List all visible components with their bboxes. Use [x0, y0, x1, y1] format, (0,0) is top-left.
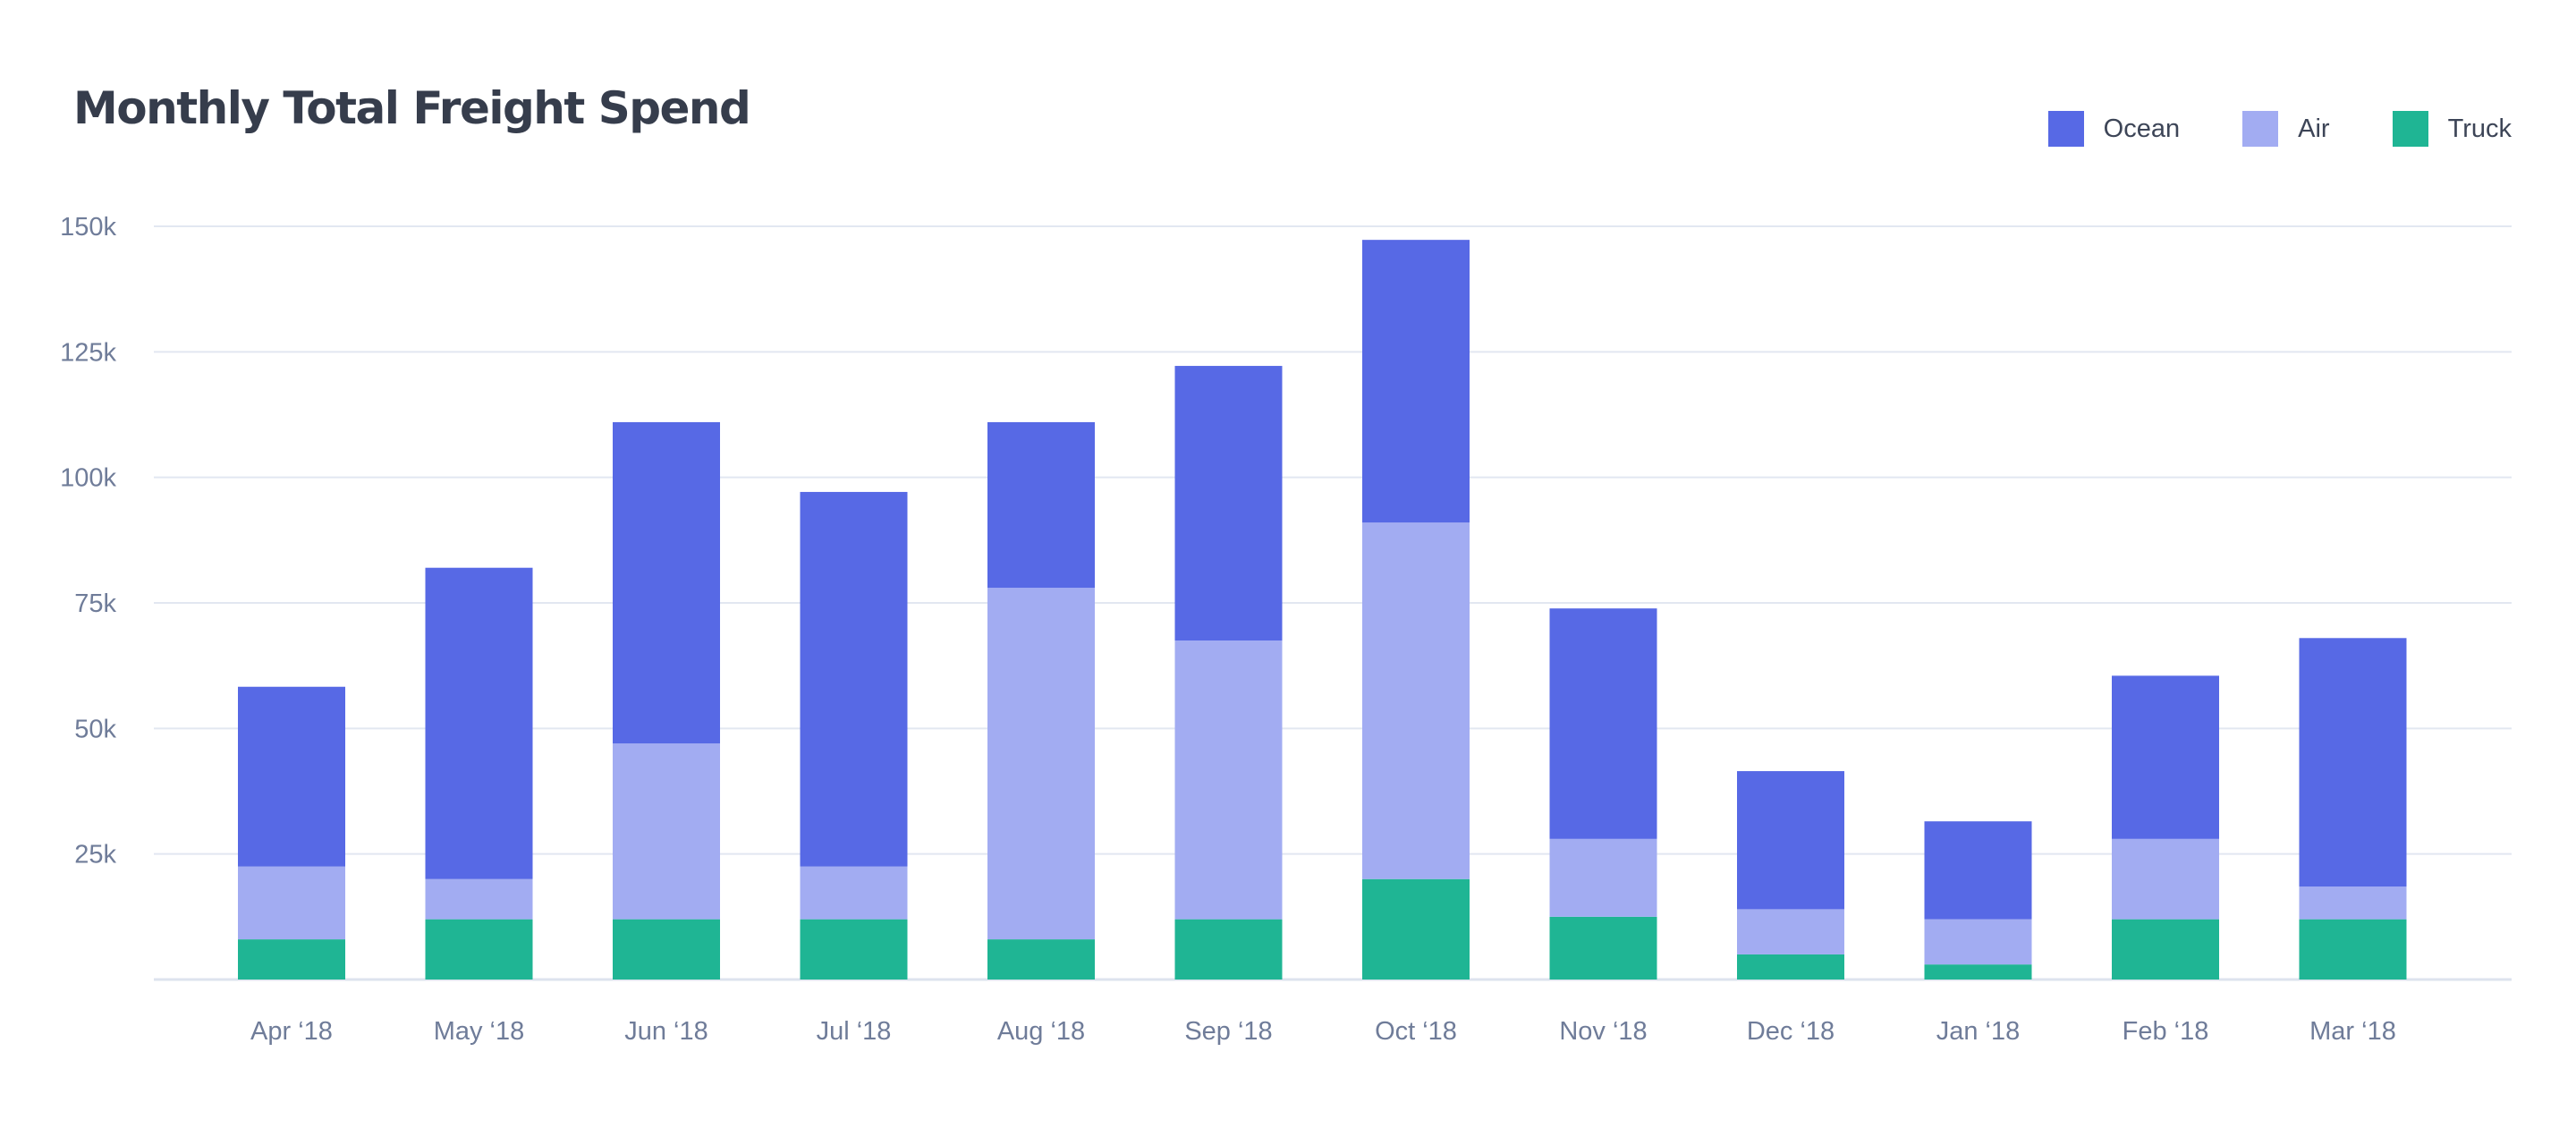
bar-truck-sep-18	[1174, 919, 1283, 980]
bar-layer	[238, 240, 2407, 980]
x-tick-label-apr-18: Apr ‘18	[250, 1017, 333, 1046]
bar-air-feb-18	[2112, 838, 2219, 920]
bar-air-nov-18	[1549, 838, 1657, 917]
bar-ocean-feb-18	[2112, 675, 2219, 839]
bar-ocean-jun-18	[613, 421, 720, 744]
bar-ocean-apr-18	[238, 686, 345, 867]
legend-swatch-truck	[2392, 111, 2428, 147]
y-tick-label-150k: 150k	[60, 213, 116, 242]
bar-air-aug-18	[987, 588, 1095, 940]
bar-ocean-dec-18	[1737, 771, 1844, 910]
bar-truck-feb-18	[2112, 919, 2219, 980]
legend: Ocean Air Truck	[1986, 111, 2512, 147]
x-tick-label-feb-18: Feb ‘18	[2123, 1017, 2209, 1046]
bar-truck-may-18	[425, 919, 533, 980]
bar-air-dec-18	[1737, 909, 1844, 954]
legend-label-ocean: Ocean	[2103, 114, 2181, 143]
legend-item-air: Air	[2242, 111, 2330, 147]
bar-truck-jun-18	[613, 919, 720, 980]
bar-ocean-jul-18	[800, 491, 908, 867]
bar-truck-apr-18	[238, 939, 345, 980]
legend-swatch-air	[2242, 111, 2279, 147]
chart-title: Monthly Total Freight Spend	[73, 82, 751, 134]
x-tick-label-jul-18: Jul ‘18	[817, 1017, 892, 1046]
bar-truck-jul-18	[800, 919, 908, 980]
bar-ocean-oct-18	[1362, 240, 1470, 523]
bar-ocean-mar-18	[2299, 638, 2407, 887]
bar-truck-nov-18	[1549, 916, 1657, 980]
bar-ocean-nov-18	[1549, 608, 1657, 839]
bar-truck-aug-18	[987, 939, 1095, 980]
bar-air-oct-18	[1362, 522, 1470, 879]
x-tick-label-aug-18: Aug ‘18	[997, 1017, 1085, 1046]
x-tick-label-oct-18: Oct ‘18	[1375, 1017, 1457, 1046]
legend-label-truck: Truck	[2447, 114, 2512, 143]
y-tick-label-125k: 125k	[60, 338, 116, 367]
bar-truck-jan-18	[1924, 964, 2032, 980]
bar-ocean-may-18	[425, 567, 533, 879]
y-tick-label-100k: 100k	[60, 464, 116, 493]
bar-air-apr-18	[238, 866, 345, 940]
x-tick-label-sep-18: Sep ‘18	[1184, 1017, 1272, 1046]
bar-truck-oct-18	[1362, 878, 1470, 980]
bar-truck-dec-18	[1737, 954, 1844, 980]
bar-air-sep-18	[1174, 640, 1283, 920]
bar-air-jan-18	[1924, 919, 2032, 965]
label-layer: 25k 50k 75k 100k 125k 150k Apr ‘18 May ‘18 Jun ‘…	[60, 213, 2396, 1046]
x-tick-label-may-18: May ‘18	[434, 1017, 525, 1046]
bar-ocean-jan-18	[1924, 821, 2032, 920]
bar-ocean-aug-18	[987, 421, 1095, 589]
bar-air-jul-18	[800, 866, 908, 920]
y-tick-label-75k: 75k	[74, 589, 116, 618]
bar-truck-mar-18	[2299, 919, 2407, 980]
y-tick-label-50k: 50k	[74, 715, 116, 743]
x-tick-label-nov-18: Nov ‘18	[1559, 1017, 1647, 1046]
bar-ocean-sep-18	[1174, 366, 1283, 641]
legend-label-air: Air	[2298, 114, 2330, 143]
x-tick-label-jun-18: Jun ‘18	[624, 1017, 708, 1046]
x-tick-label-jan-18: Jan ‘18	[1936, 1017, 2021, 1046]
x-tick-label-dec-18: Dec ‘18	[1747, 1017, 1835, 1046]
legend-swatch-ocean	[2047, 111, 2084, 147]
y-tick-label-25k: 25k	[74, 841, 116, 869]
legend-item-ocean: Ocean	[2047, 111, 2181, 147]
bar-air-jun-18	[613, 743, 720, 920]
legend-item-truck: Truck	[2392, 111, 2512, 147]
x-tick-label-mar-18: Mar ‘18	[2309, 1017, 2396, 1046]
bar-air-may-18	[425, 878, 533, 920]
bar-air-mar-18	[2299, 886, 2407, 920]
